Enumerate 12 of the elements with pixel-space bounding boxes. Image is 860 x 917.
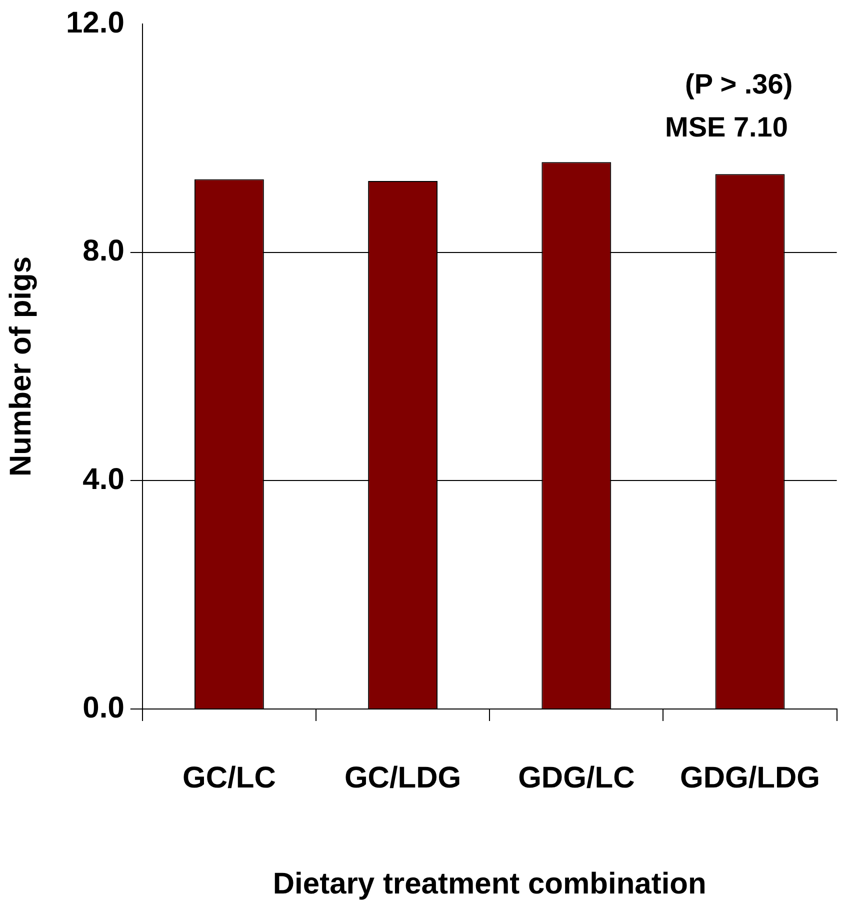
x-axis-title: Dietary treatment combination xyxy=(272,867,706,900)
y-tick-label: 4.0 xyxy=(82,462,124,496)
y-tick-label: 8.0 xyxy=(82,234,124,268)
annotation: MSE 7.10 xyxy=(665,112,788,143)
y-tick-label: 12.0 xyxy=(66,6,124,40)
x-tick-label: GC/LC xyxy=(182,761,276,794)
annotation: (P > .36) xyxy=(685,68,793,100)
x-tick-label: GDG/LC xyxy=(518,761,635,794)
y-tick-label: 0.0 xyxy=(82,691,124,724)
y-axis-title: Number of pigs xyxy=(4,256,38,477)
x-tick-label: GC/LDG xyxy=(344,761,462,794)
x-tick-label: GDG/LDG xyxy=(680,761,820,794)
